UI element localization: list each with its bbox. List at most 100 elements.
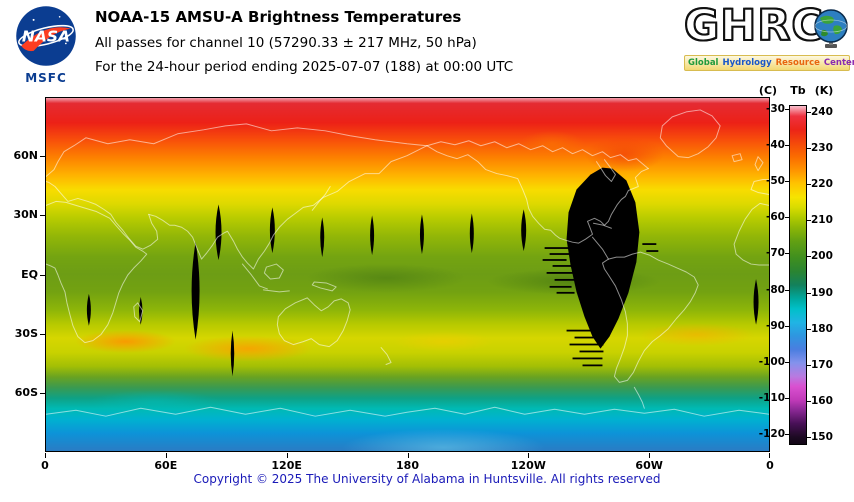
colorbar-kelvin-label: 180: [811, 322, 833, 335]
dropout-streak: [572, 357, 603, 360]
dropout-streak: [569, 343, 604, 346]
swath-gap: [521, 209, 527, 252]
y-axis-label: 30N: [13, 208, 38, 222]
swath-gap: [469, 213, 474, 254]
x-axis-tick: [649, 453, 651, 458]
nasa-logo: NASA MSFC: [12, 5, 80, 85]
subtitle-period: For the 24-hour period ending 2025-07-07…: [95, 59, 514, 75]
colorbar-celsius-tick: [785, 145, 789, 147]
colorbar-celsius-header: (C): [758, 84, 778, 97]
temperature-gradient: [46, 98, 769, 451]
nasa-meatball-icon: NASA: [16, 6, 76, 66]
y-axis-tick: [40, 392, 45, 394]
dropout-streak: [549, 285, 572, 288]
y-axis-tick: [40, 274, 45, 276]
colorbar-kelvin-tick: [807, 364, 811, 366]
globe-icon: [814, 9, 848, 48]
colorbar-celsius-label: -120: [758, 427, 785, 440]
msfc-label: MSFC: [25, 71, 67, 85]
large-missing-data-region: [566, 167, 640, 349]
colorbar-celsius-tick: [785, 361, 789, 363]
dropout-streak: [579, 350, 604, 353]
x-axis-label: 0: [41, 459, 49, 472]
x-axis-tick: [286, 453, 288, 458]
x-axis-tick: [769, 453, 770, 458]
colorbar-celsius-label: -100: [758, 355, 785, 368]
swath-gap: [215, 204, 222, 261]
swath-gap: [138, 296, 143, 325]
dropout-streak: [556, 291, 575, 294]
x-axis-label: 120W: [510, 459, 546, 472]
swath-gap: [191, 242, 200, 340]
missing-data-gaps: [86, 167, 759, 377]
y-axis-label: 60N: [13, 149, 38, 163]
y-axis-tick: [40, 156, 45, 158]
swath-gap: [320, 217, 325, 258]
dropout-streak: [566, 329, 597, 332]
colorbar-title: Tb: [790, 84, 806, 97]
ghrc-tagline-word: Global: [688, 58, 719, 68]
colorbar-kelvin-tick: [807, 292, 811, 294]
colorbar-kelvin-label: 220: [811, 178, 833, 191]
colorbar-kelvin-tick: [807, 256, 811, 258]
colorbar-celsius-label: -110: [758, 391, 785, 404]
colorbar-celsius-tick: [785, 253, 789, 255]
swath-gap: [419, 214, 424, 255]
colorbar-kelvin-tick: [807, 112, 811, 113]
colorbar-celsius-label: -90: [766, 319, 785, 332]
dropout-streak: [544, 247, 571, 249]
x-axis-tick: [45, 453, 46, 458]
swath-gap: [370, 215, 375, 256]
swath-gap: [230, 330, 235, 377]
colorbar-kelvin-tick: [807, 436, 811, 438]
colorbar: [789, 105, 807, 445]
dropout-streak: [554, 278, 581, 281]
ghrc-logo: GHRC Global Hydrology Resource Center: [683, 1, 854, 84]
colorbar-kelvin-label: 170: [811, 358, 833, 371]
y-axis-tick: [40, 333, 45, 335]
swath-gap: [269, 207, 275, 254]
colorbar-celsius-tick: [785, 397, 789, 399]
dropout-streak: [582, 364, 603, 367]
x-axis-tick: [528, 453, 530, 458]
copyright: Copyright © 2025 The University of Alaba…: [193, 472, 661, 486]
colorbar-kelvin-tick: [807, 220, 811, 222]
x-axis-label: 0: [766, 459, 774, 472]
subtitle-channel: All passes for channel 10 (57290.33 ± 21…: [95, 35, 477, 51]
ghrc-tagline: Global Hydrology Resource Center: [684, 55, 854, 71]
swath-gap: [86, 293, 91, 326]
dropout-streak: [549, 253, 580, 255]
dropout-streak: [642, 243, 657, 245]
x-axis-tick: [165, 453, 167, 458]
colorbar-kelvin-label: 240: [811, 106, 833, 118]
colorbar-kelvin-tick: [807, 184, 811, 186]
colorbar-kelvin-label: 150: [811, 430, 833, 443]
colorbar-kelvin-header: (K): [814, 84, 834, 97]
colorbar-celsius-label: -70: [766, 247, 785, 260]
colorbar-celsius-tick: [785, 289, 789, 291]
x-axis-label: 180: [396, 459, 419, 472]
colorbar-kelvin-label: 210: [811, 214, 833, 227]
dropout-streak: [542, 259, 567, 261]
dropout-streak: [646, 250, 659, 252]
colorbar-celsius-tick: [785, 181, 789, 183]
x-axis-label: 60W: [635, 459, 663, 472]
colorbar-kelvin-tick: [807, 328, 811, 330]
ghrc-tagline-word: Resource: [775, 58, 820, 68]
dropout-streak: [574, 336, 601, 339]
colorbar-celsius-label: -80: [766, 283, 785, 296]
header-titles: NOAA-15 AMSU-A Brightness Temperatures A…: [95, 8, 513, 83]
nasa-wordmark: NASA: [22, 28, 70, 46]
colorbar-celsius-tick: [785, 325, 789, 327]
page-title: NOAA-15 AMSU-A Brightness Temperatures: [95, 8, 462, 26]
brightness-temperature-map: [45, 97, 770, 452]
ghrc-acronym: GHRC: [683, 1, 824, 51]
x-axis-tick: [407, 453, 409, 458]
colorbar-kelvin-label: 200: [811, 250, 833, 263]
colorbar-celsius-label: -30: [766, 103, 785, 115]
colorbar-kelvin-tick: [807, 400, 811, 402]
colorbar-celsius-label: -40: [766, 139, 785, 152]
colorbar-celsius-label: -60: [766, 211, 785, 224]
colorbar-celsius-tick: [785, 217, 789, 219]
